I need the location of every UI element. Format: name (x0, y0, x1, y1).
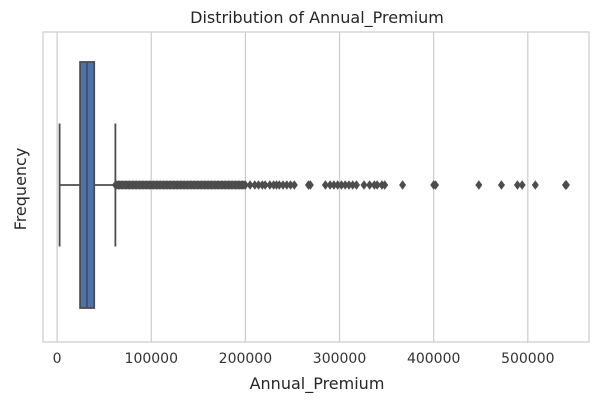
outlier-markers (112, 181, 569, 189)
x-tick-label: 300000 (313, 351, 366, 367)
outlier-marker (353, 181, 359, 189)
outlier-marker (532, 181, 538, 189)
chart-title: Distribution of Annual_Premium (190, 8, 444, 28)
x-tick-label: 100000 (125, 351, 178, 367)
y-axis-label: Frequency (11, 148, 30, 231)
outlier-marker (519, 181, 525, 189)
outlier-marker (498, 181, 504, 189)
box-element (60, 62, 116, 308)
outlier-marker (476, 181, 482, 189)
x-tick-labels: 0 100000 200000 300000 400000 500000 (53, 351, 555, 367)
x-tick-label: 500000 (501, 351, 554, 367)
x-tick-label: 400000 (407, 351, 460, 367)
x-tick-label: 0 (53, 351, 62, 367)
x-tick-label: 200000 (219, 351, 272, 367)
x-axis-label: Annual_Premium (250, 374, 385, 394)
outlier-marker (399, 181, 405, 189)
outlier-marker (291, 181, 297, 189)
